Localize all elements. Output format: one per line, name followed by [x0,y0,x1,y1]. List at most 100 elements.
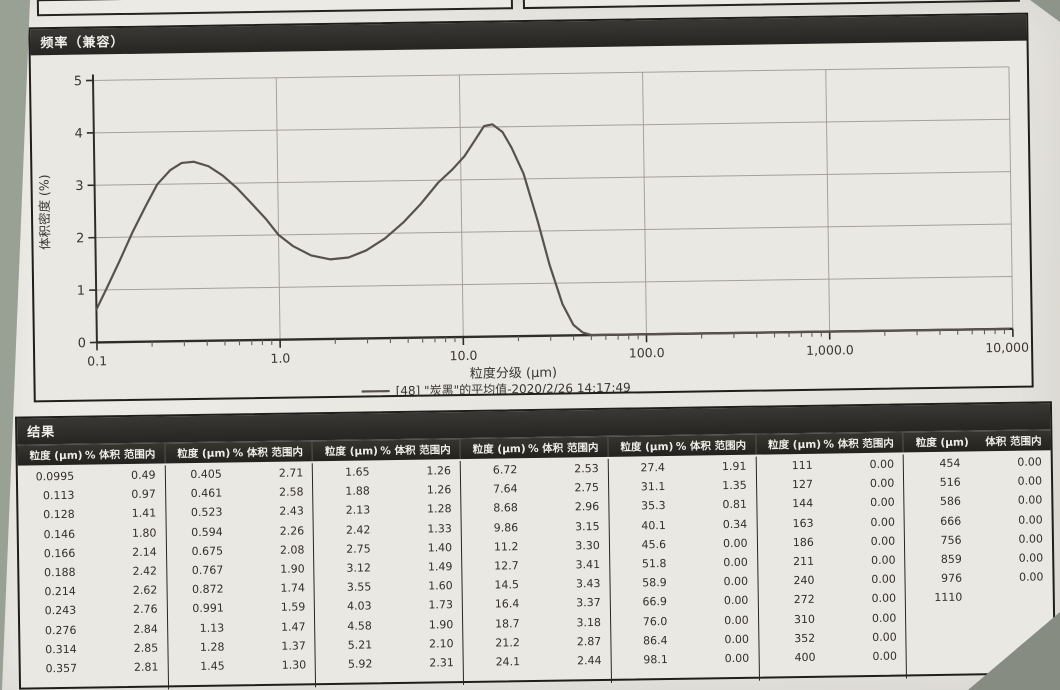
chart-area: 0 1 2 3 4 5 0.1 1.0 10.0 100.0 1,000.0 10,000.0 体积密度… [31,41,1041,405]
cell-size-um: 86.4 [642,633,668,648]
table-row: 0.243 2.76 [20,600,167,621]
cell-volume-pct: 1.37 [281,639,306,653]
cell-size-um: 586 [939,494,962,509]
cell-size-um: 5.21 [347,638,373,652]
table-row: 756 0.00 [905,529,1052,550]
table-row: 58.9 0.00 [610,572,757,593]
cell-size-um: 12.7 [494,559,519,573]
table-row: 0.214 2.62 [19,581,166,602]
cell-volume-pct: 0.00 [1018,570,1044,584]
table-row: 76.0 0.00 [611,610,758,631]
table-row: 12.7 3.41 [462,555,609,576]
cell-volume-pct: 2.75 [574,481,600,495]
cell-size-um: 21.2 [495,635,520,650]
cell-volume-pct: 2.14 [132,545,157,559]
cell-volume-pct [982,587,1053,607]
cell-volume-pct: 2.43 [279,504,304,519]
v-gridline [642,72,647,335]
cell-volume-pct: 2.26 [279,523,305,538]
cell-volume-pct: 2.87 [576,634,602,649]
table-row: 0.523 2.43 [166,502,313,523]
cell-volume-pct: 1.80 [131,526,157,540]
y-tick-label: 5 [74,74,83,89]
cell-size-um: 9.86 [493,520,519,535]
cell-size-um: 24.1 [495,655,521,669]
table-row: 1.45 1.30 [168,655,315,676]
table-row: 11.2 3.30 [462,536,609,557]
cell-size-um: 35.3 [640,499,666,513]
cell-size-um: 0.357 [45,661,78,676]
cell-size-um: 2.13 [345,503,371,518]
cell-volume-pct: 0.00 [722,536,748,550]
cell-volume-pct: 0.00 [1017,493,1043,508]
cell-volume-pct: 0.00 [872,649,898,663]
cell-volume-pct: 2.53 [574,461,599,476]
cell-size-um: 111 [791,458,813,473]
cell-volume-pct: 2.44 [576,653,602,668]
top-cutoff-box-right [522,0,1020,10]
table-row: 27.4 1.91 [609,457,756,478]
v-gridline [1008,66,1014,329]
table-row: 400 0.00 [759,646,906,667]
table-row: 2.75 1.40 [314,538,461,559]
cell-size-um: 1.13 [199,621,225,635]
cell-size-um: 31.1 [640,480,666,494]
table-header-group: 粒度 (µm)% 体积 范围内 [607,434,756,457]
cell-size-um: 18.7 [494,616,520,631]
cell-size-um: 4.03 [346,599,372,614]
results-panel: 结果 粒度 (µm)% 体积 范围内 粒度 (µm)% 体积 范围内 粒度 (µm)… [15,401,1056,690]
cell-volume-pct: 1.30 [281,658,307,672]
cell-volume-pct: 2.76 [132,602,158,617]
cell-size-um: 1.88 [345,484,370,498]
cell-volume-pct: 2.62 [132,583,158,598]
h-gridline [95,223,1012,239]
cell-volume-pct: 3.30 [575,538,600,553]
cell-volume-pct: 3.41 [575,557,601,572]
cell-volume-pct: 2.71 [278,466,304,480]
cell-size-um: 0.276 [44,623,77,637]
cell-size-um: 16.4 [494,597,520,611]
table-row: 1.88 1.26 [313,480,460,501]
cell-size-um: 272 [793,593,815,607]
cell-volume-pct: 0.00 [723,594,749,608]
cell-volume-pct: 2.42 [132,564,158,578]
particle-size-distribution-chart: 0 1 2 3 4 5 0.1 1.0 10.0 100.0 1,000.0 10,000.0 体积密度… [36,66,1041,398]
table-column-group: 6.72 2.53 7.64 2.75 8.68 2.96 9.86 3.15 11.2 3.30… [459,458,611,686]
y-axis-label: 体积密度 (%) [36,174,52,250]
cell-volume-pct: 0.00 [723,574,749,589]
table-row: 163 0.00 [757,512,904,533]
cell-volume-pct: 2.31 [429,656,454,670]
table-row: 3.12 1.49 [315,557,462,578]
x-tick-label: 1.0 [270,351,290,366]
cell-size-um: 240 [793,573,815,588]
cell-size-um: 1.45 [200,659,225,673]
cell-volume-pct: 1.91 [721,459,747,474]
table-row: 21.2 2.87 [463,632,610,653]
cell-size-um: 0.594 [191,525,223,539]
cell-volume-pct: 0.81 [722,498,748,512]
table-row: 0.461 2.58 [166,482,313,503]
table-row: 0.166 2.14 [19,542,166,563]
cell-volume-pct: 0.00 [871,611,897,625]
cell-size-um: 0.314 [45,642,77,656]
table-row: 1.13 1.47 [168,617,315,638]
table-header-group: 粒度 (µm)% 体积 范围内 [17,443,164,465]
table-row: 186 0.00 [757,531,904,552]
cell-volume-pct: 1.40 [427,540,453,555]
cell-size-um: 1.65 [344,465,370,479]
cell-size-um: 0.461 [190,486,223,501]
cell-volume-pct: 0.00 [870,495,895,510]
table-column-group: 27.4 1.91 31.1 1.35 35.3 0.81 40.1 0.34 45.6 0.00… [607,456,759,683]
cell-volume-pct: 2.96 [574,500,600,514]
table-row: 0.594 2.26 [166,521,313,542]
cell-volume-pct: 1.26 [426,464,452,478]
table-row: 51.8 0.00 [610,553,757,574]
table-row: 310 0.00 [759,608,906,629]
table-row: 127 0.00 [757,474,904,495]
cell-size-um: 2.75 [346,542,371,556]
cell-volume-pct: 0.00 [1018,551,1044,565]
h-gridline [93,66,1009,81]
cell-size-um: 0.991 [192,601,224,616]
table-row: 4.58 1.90 [315,615,462,636]
cell-size-um: 0.405 [190,467,222,482]
